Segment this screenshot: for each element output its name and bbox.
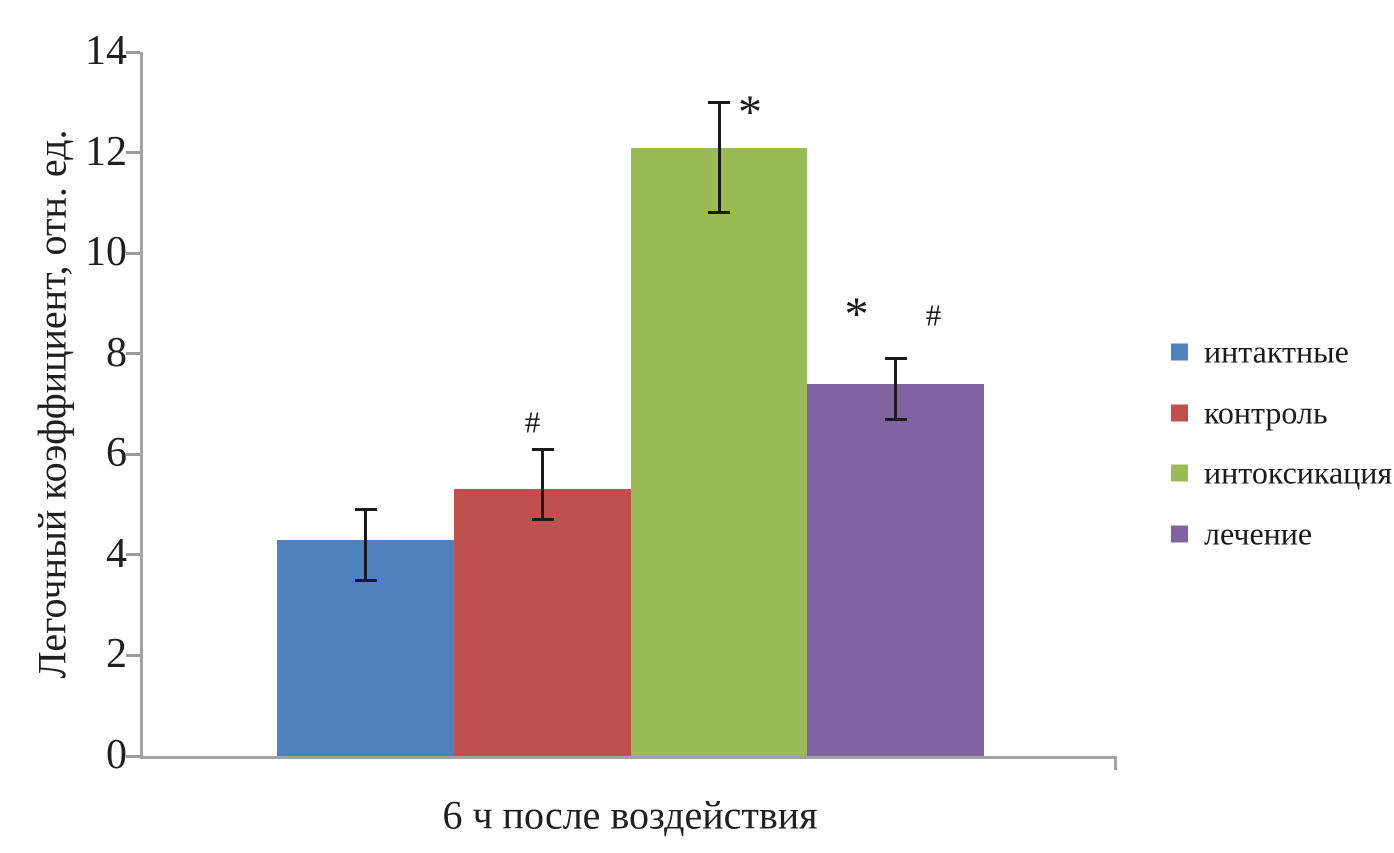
y-tick-mark — [126, 754, 140, 758]
legend-swatch-icon — [1171, 404, 1188, 422]
bar-интоксикация — [631, 147, 807, 756]
y-tick-mark — [126, 352, 140, 356]
legend-label: интоксикация — [1204, 454, 1393, 491]
bar-лечение — [807, 383, 984, 756]
legend-label: лечение — [1204, 515, 1313, 552]
y-tick-label: 10 — [85, 229, 127, 276]
error-cap-bottom-интоксикация — [708, 211, 730, 215]
error-cap-top-интактные — [354, 508, 377, 512]
error-cap-top-лечение — [884, 357, 907, 361]
y-tick-mark — [126, 251, 140, 255]
legend-item-интоксикация: интоксикация — [1171, 455, 1392, 492]
y-tick-label: 6 — [106, 430, 127, 477]
legend-swatch-icon — [1171, 525, 1188, 543]
y-tick-mark — [126, 653, 140, 657]
y-tick-mark — [126, 50, 140, 54]
error-cap-top-интоксикация — [708, 100, 730, 104]
x-axis-line — [140, 756, 1117, 759]
bar-контроль — [454, 489, 631, 756]
y-axis-line — [140, 52, 143, 759]
significance-marker-интоксикация: * — [738, 86, 762, 140]
legend-label: контроль — [1204, 394, 1328, 431]
error-cap-bottom-лечение — [884, 417, 907, 421]
y-tick-label: 8 — [106, 329, 127, 376]
y-tick-mark — [126, 151, 140, 155]
y-tick-mark — [126, 553, 140, 557]
error-bar-интактные — [364, 509, 367, 580]
significance-marker-лечение: * — [844, 287, 869, 341]
y-tick-label: 0 — [106, 732, 127, 779]
error-bar-контроль — [541, 449, 544, 520]
error-cap-bottom-интактные — [354, 578, 377, 582]
y-tick-mark — [126, 452, 140, 456]
y-tick-label: 14 — [85, 28, 127, 75]
legend-label: интактные — [1204, 333, 1349, 370]
legend-item-контроль: контроль — [1171, 394, 1328, 431]
legend-swatch-icon — [1171, 343, 1188, 361]
significance-marker-лечение: # — [925, 297, 942, 333]
error-cap-top-контроль — [531, 447, 554, 451]
error-bar-лечение — [894, 358, 897, 420]
y-tick-label: 4 — [106, 530, 127, 577]
y-tick-label: 2 — [106, 631, 127, 678]
error-bar-интоксикация — [717, 102, 721, 213]
significance-marker-контроль: # — [524, 404, 541, 440]
error-cap-bottom-контроль — [531, 518, 554, 522]
legend-item-лечение: лечение — [1171, 515, 1312, 552]
x-axis-category-label: 6 ч после воздействия — [442, 792, 818, 838]
x-axis-end-tick — [1114, 756, 1117, 770]
legend-swatch-icon — [1171, 464, 1188, 482]
legend-item-интактные: интактные — [1171, 334, 1349, 371]
y-tick-label: 12 — [85, 128, 127, 175]
y-axis-title: Легочный коэффициент, отн. ед. — [29, 129, 75, 679]
